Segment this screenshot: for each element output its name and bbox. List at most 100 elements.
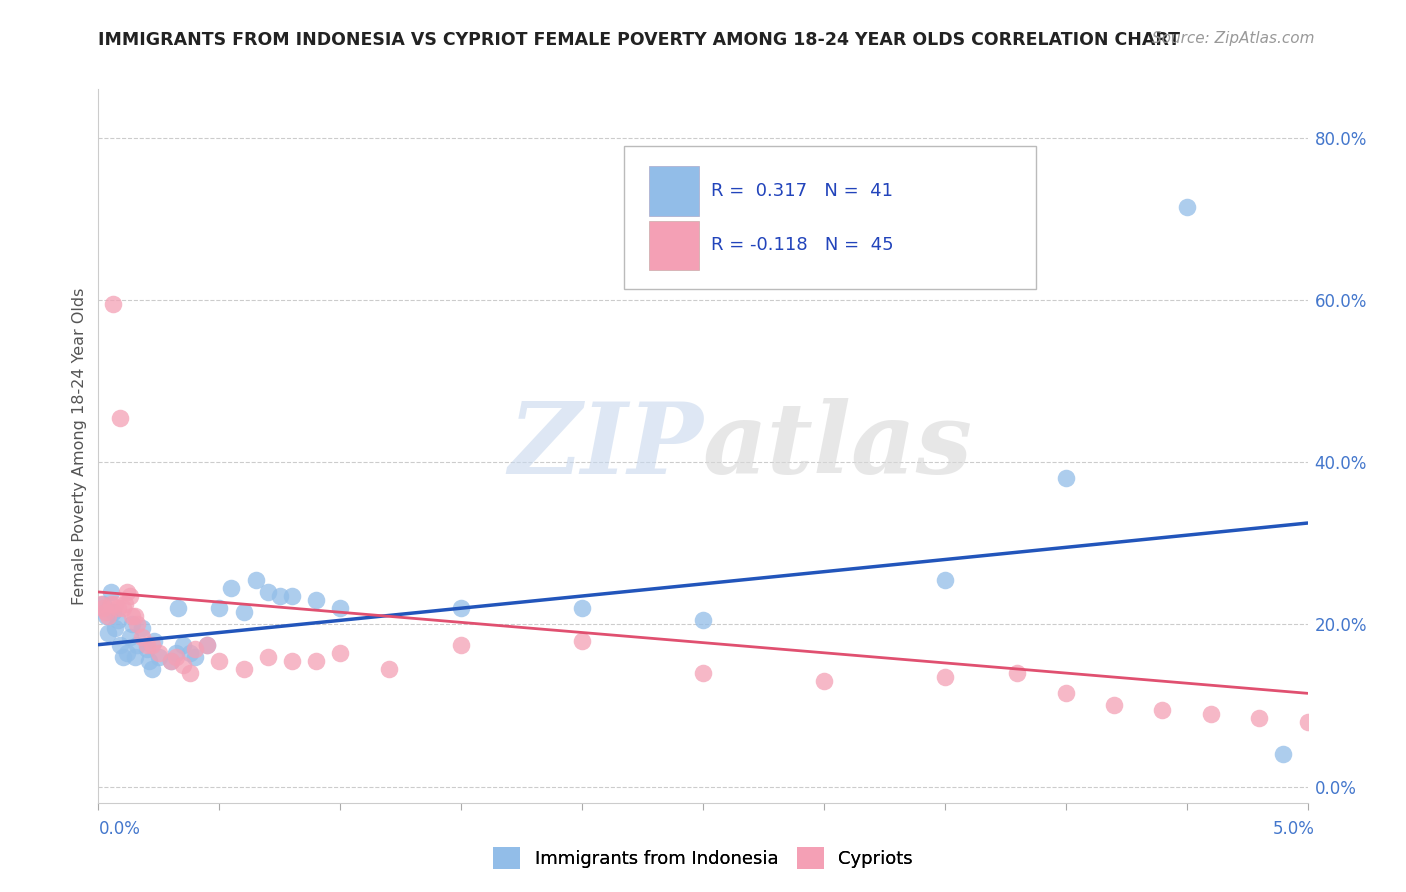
Text: 0.0%: 0.0% bbox=[98, 820, 141, 838]
Point bbox=[329, 601, 352, 615]
Point bbox=[232, 605, 254, 619]
Point bbox=[148, 646, 170, 660]
Point bbox=[141, 662, 163, 676]
Point bbox=[450, 638, 472, 652]
Point bbox=[208, 654, 231, 668]
Point bbox=[104, 597, 127, 611]
Point bbox=[1175, 200, 1198, 214]
Point bbox=[100, 585, 122, 599]
Text: R =  0.317   N =  41: R = 0.317 N = 41 bbox=[711, 182, 893, 200]
Point bbox=[135, 638, 157, 652]
Text: ZIP: ZIP bbox=[508, 398, 703, 494]
Point bbox=[221, 581, 243, 595]
Point bbox=[117, 646, 139, 660]
Point bbox=[305, 593, 328, 607]
Point bbox=[121, 617, 143, 632]
Point bbox=[1272, 747, 1295, 761]
Point bbox=[124, 609, 146, 624]
Point bbox=[1054, 471, 1077, 485]
Point bbox=[195, 638, 218, 652]
Point bbox=[90, 597, 112, 611]
Point bbox=[179, 666, 201, 681]
Point bbox=[692, 613, 714, 627]
Point bbox=[100, 597, 122, 611]
Point bbox=[934, 670, 956, 684]
Point bbox=[117, 585, 139, 599]
Text: Source: ZipAtlas.com: Source: ZipAtlas.com bbox=[1152, 31, 1315, 46]
Point bbox=[118, 630, 141, 644]
Point bbox=[208, 601, 231, 615]
Point bbox=[108, 638, 131, 652]
Point bbox=[256, 585, 278, 599]
Point bbox=[165, 649, 187, 664]
Point bbox=[118, 589, 141, 603]
Point bbox=[121, 609, 143, 624]
Point bbox=[184, 649, 207, 664]
Point bbox=[141, 638, 163, 652]
Point bbox=[148, 649, 170, 664]
Point bbox=[104, 622, 127, 636]
Point bbox=[172, 657, 194, 672]
Point bbox=[160, 654, 183, 668]
Point bbox=[127, 617, 149, 632]
Text: atlas: atlas bbox=[703, 398, 973, 494]
Point bbox=[172, 638, 194, 652]
Point bbox=[450, 601, 472, 615]
Point bbox=[256, 649, 278, 664]
Point bbox=[108, 410, 131, 425]
Text: R = -0.118   N =  45: R = -0.118 N = 45 bbox=[711, 235, 894, 253]
Point bbox=[281, 654, 304, 668]
FancyBboxPatch shape bbox=[648, 166, 699, 216]
Text: IMMIGRANTS FROM INDONESIA VS CYPRIOT FEMALE POVERTY AMONG 18-24 YEAR OLDS CORREL: IMMIGRANTS FROM INDONESIA VS CYPRIOT FEM… bbox=[98, 31, 1181, 49]
Point bbox=[571, 601, 593, 615]
Point bbox=[131, 630, 153, 644]
Point bbox=[934, 573, 956, 587]
Point bbox=[1102, 698, 1125, 713]
Point bbox=[91, 597, 114, 611]
Point bbox=[111, 649, 134, 664]
FancyBboxPatch shape bbox=[624, 146, 1035, 289]
Point bbox=[167, 601, 190, 615]
Point bbox=[107, 613, 129, 627]
Point bbox=[1152, 702, 1174, 716]
FancyBboxPatch shape bbox=[648, 221, 699, 270]
Point bbox=[124, 649, 146, 664]
Point bbox=[1199, 706, 1222, 721]
Text: 5.0%: 5.0% bbox=[1272, 820, 1315, 838]
Point bbox=[135, 641, 157, 656]
Point bbox=[165, 646, 187, 660]
Point bbox=[571, 633, 593, 648]
Point bbox=[1249, 711, 1271, 725]
Point bbox=[305, 654, 328, 668]
Point bbox=[1296, 714, 1319, 729]
Point bbox=[377, 662, 399, 676]
Point bbox=[1007, 666, 1029, 681]
Point bbox=[94, 609, 117, 624]
Point bbox=[160, 654, 183, 668]
Point bbox=[179, 646, 201, 660]
Legend: Immigrants from Indonesia, Cypriots: Immigrants from Indonesia, Cypriots bbox=[486, 839, 920, 876]
Point bbox=[131, 622, 153, 636]
Point bbox=[114, 597, 136, 611]
Point bbox=[195, 638, 218, 652]
Point bbox=[813, 674, 835, 689]
Point bbox=[111, 601, 134, 615]
Point bbox=[184, 641, 207, 656]
Point bbox=[107, 601, 129, 615]
Point bbox=[94, 605, 117, 619]
Point bbox=[97, 609, 120, 624]
Point bbox=[1054, 686, 1077, 700]
Point bbox=[232, 662, 254, 676]
Point bbox=[143, 633, 166, 648]
Point bbox=[281, 589, 304, 603]
Point bbox=[101, 605, 124, 619]
Point bbox=[269, 589, 291, 603]
Point bbox=[692, 666, 714, 681]
Point bbox=[91, 601, 114, 615]
Point bbox=[138, 654, 160, 668]
Point bbox=[329, 646, 352, 660]
Point bbox=[127, 638, 149, 652]
Y-axis label: Female Poverty Among 18-24 Year Olds: Female Poverty Among 18-24 Year Olds bbox=[72, 287, 87, 605]
Point bbox=[245, 573, 267, 587]
Point bbox=[101, 297, 124, 311]
